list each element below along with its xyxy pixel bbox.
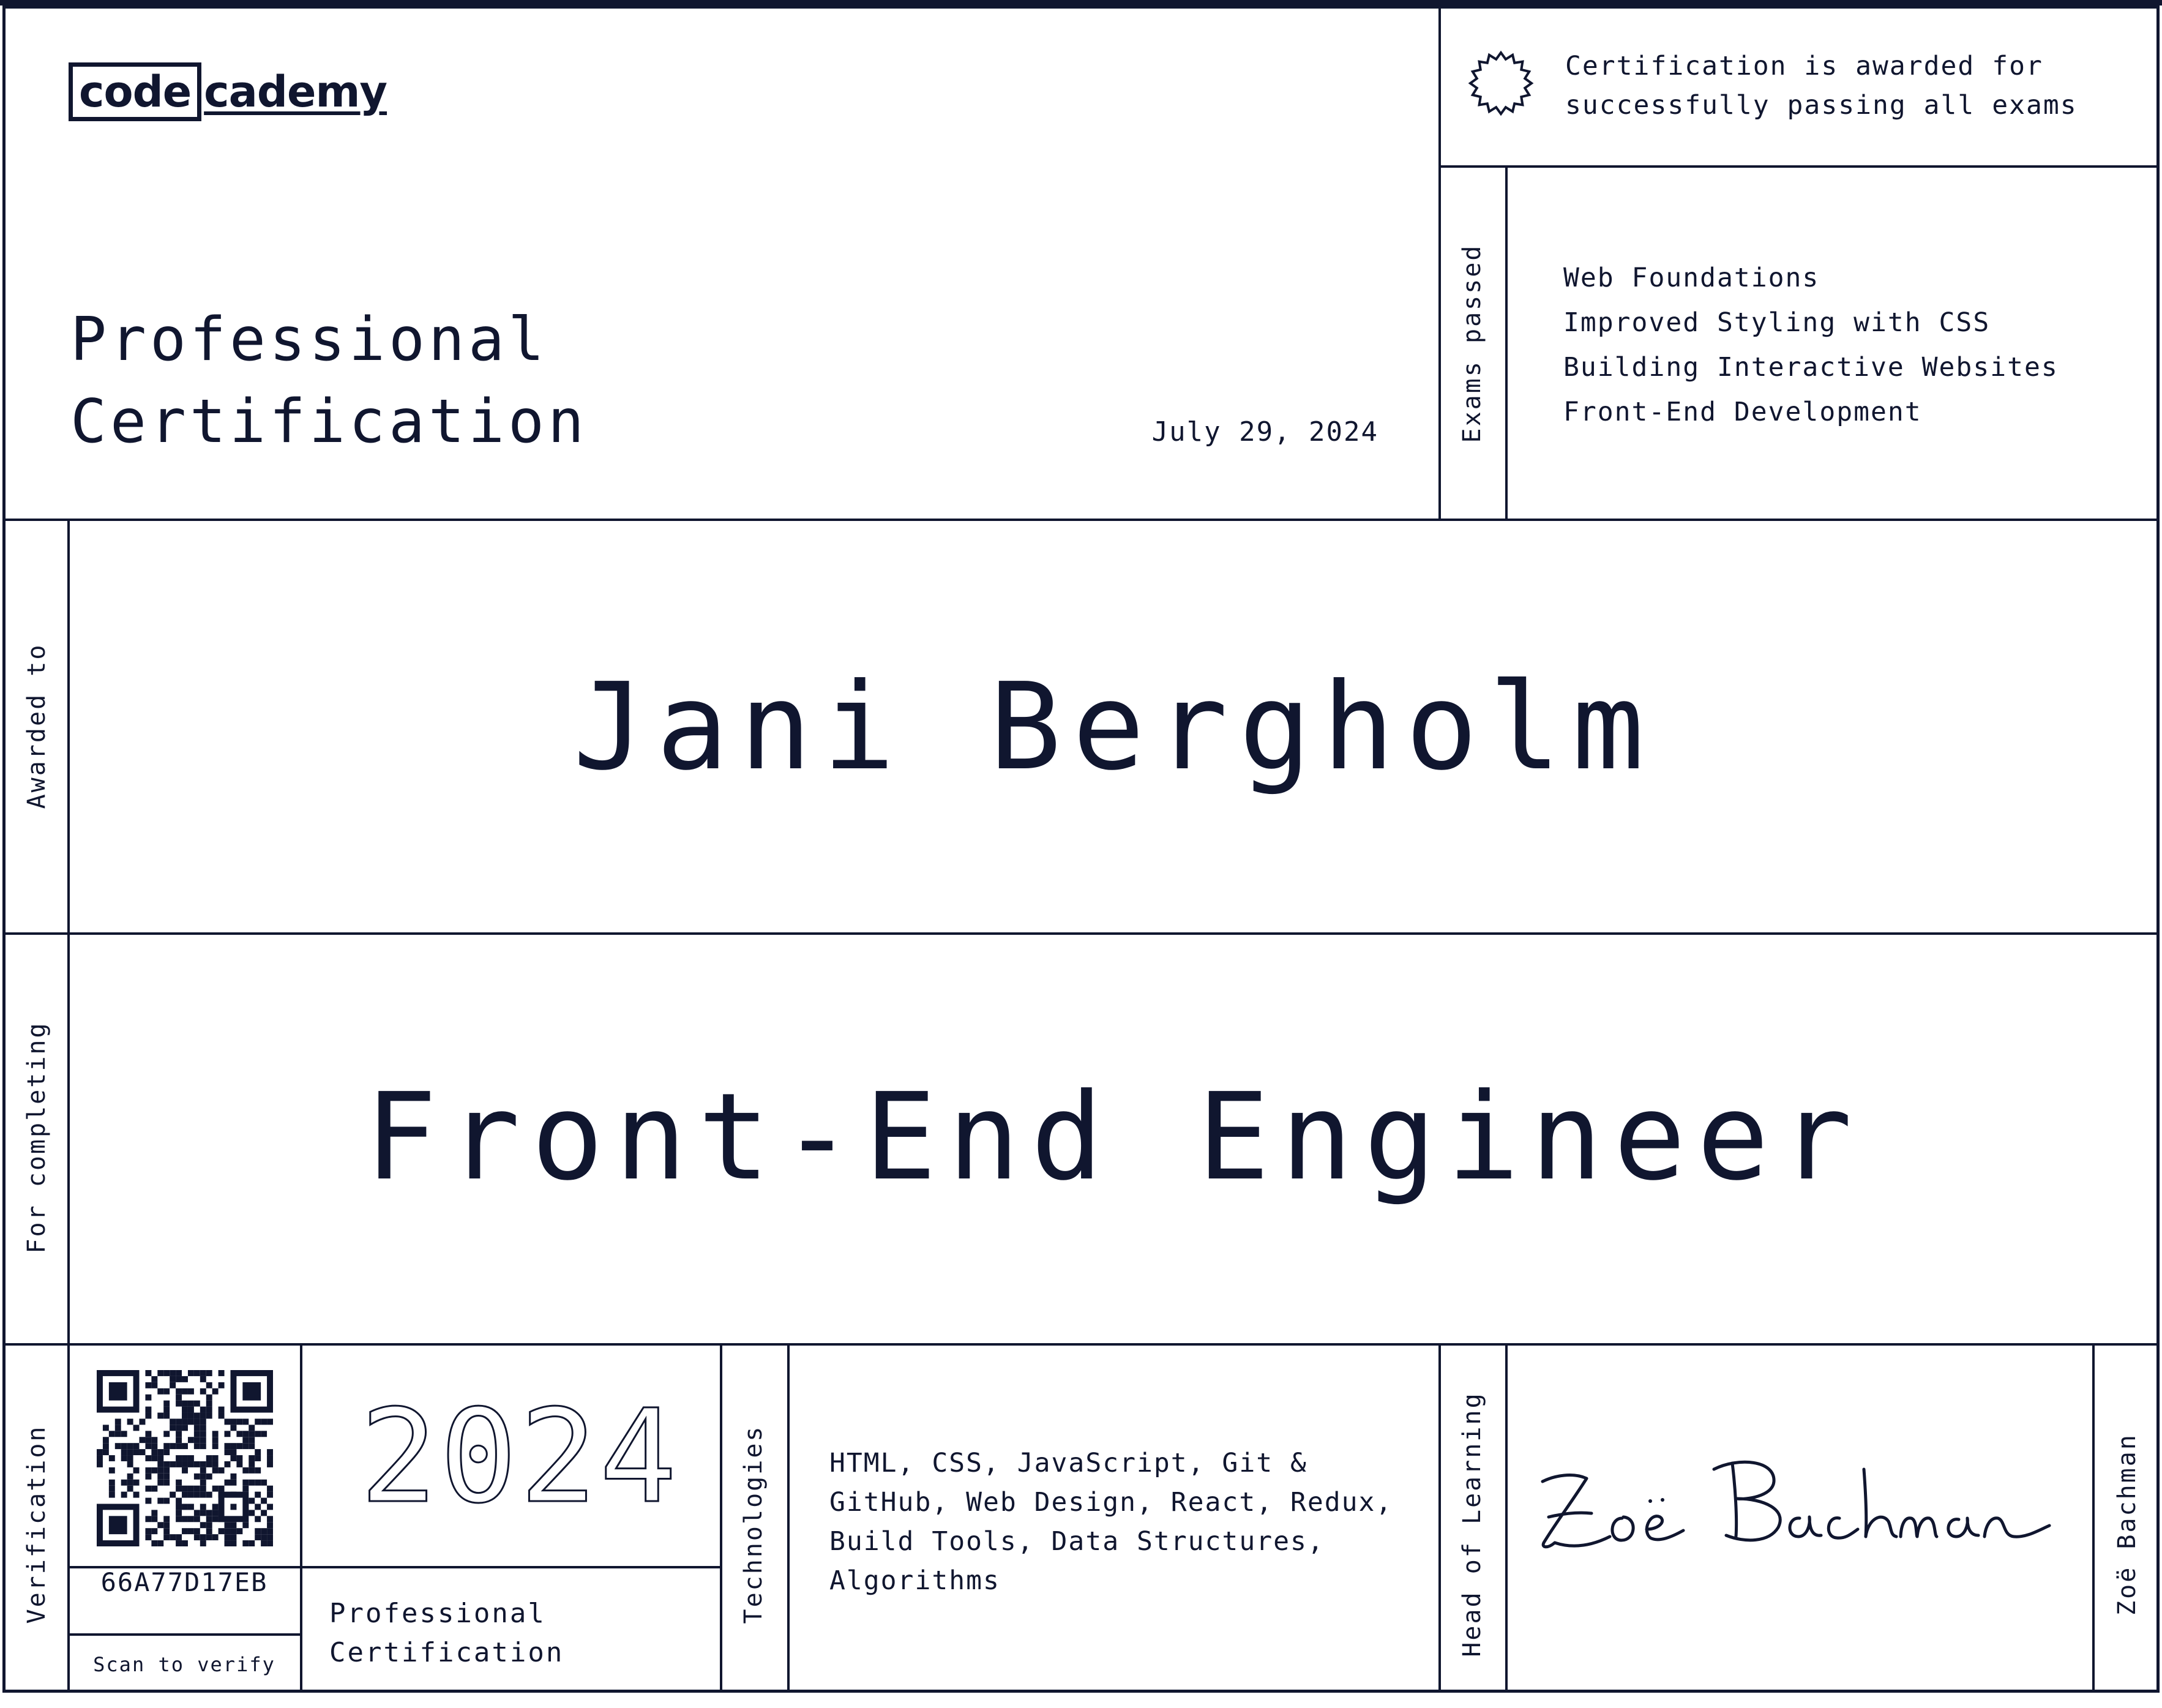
award-note: Certification is awarded for successfull…: [1565, 47, 2078, 125]
divider: [69, 1566, 301, 1568]
logo-box-text: code: [69, 62, 202, 121]
course-name: Front-End Engineer: [364, 1068, 1864, 1207]
starburst-seal-icon: [1468, 50, 1534, 116]
divider: [2, 519, 2160, 521]
codecademy-logo: code cademy: [69, 61, 387, 122]
head-of-learning-label: Head of Learning: [1458, 1391, 1486, 1657]
exam-item: Improved Styling with CSS: [1563, 307, 1991, 338]
divider: [1440, 165, 2160, 168]
divider: [1438, 1343, 1441, 1693]
divider: [2092, 1343, 2095, 1693]
year-caption-line-2: Certification: [329, 1637, 564, 1668]
divider: [67, 519, 70, 1693]
for-completing-label: For completing: [23, 1021, 51, 1254]
year-caption-line-1: Professional: [329, 1598, 546, 1629]
certificate-title: Professional Certification: [70, 299, 588, 463]
divider: [720, 1343, 722, 1693]
exam-item: Building Interactive Websites: [1563, 352, 2059, 383]
divider: [69, 1633, 301, 1636]
signatory-name: Zoë Bachman: [2113, 1433, 2141, 1616]
award-note-line-1: Certification is awarded for: [1565, 51, 2043, 81]
divider: [1505, 1343, 1508, 1693]
verification-code: 66A77D17EB: [100, 1567, 268, 1597]
divider: [300, 1566, 721, 1568]
recipient-name: Jani Bergholm: [572, 657, 1656, 797]
verification-label: Verification: [23, 1425, 51, 1624]
certificate-frame: [2, 6, 2160, 1693]
divider: [2, 932, 2160, 935]
awarded-to-label: Awarded to: [23, 643, 51, 809]
technologies-line: GitHub, Web Design, React, Redux,: [829, 1487, 1393, 1518]
exam-item: Web Foundations: [1563, 263, 1820, 293]
divider: [2, 1343, 2160, 1346]
technologies-line: HTML, CSS, JavaScript, Git &: [829, 1448, 1307, 1478]
divider: [1438, 6, 1441, 520]
divider: [1505, 167, 1508, 520]
title-line-1: Professional: [70, 305, 548, 375]
divider: [300, 1343, 302, 1693]
award-note-line-2: successfully passing all exams: [1565, 90, 2078, 121]
technologies-list: HTML, CSS, JavaScript, Git & GitHub, Web…: [829, 1444, 1417, 1600]
technologies-label: Technologies: [739, 1425, 768, 1624]
technologies-line: Build Tools, Data Structures,: [829, 1526, 1325, 1557]
qr-code-icon[interactable]: [97, 1370, 273, 1546]
title-line-2: Certification: [70, 387, 588, 457]
exam-item: Front-End Development: [1563, 397, 1922, 427]
exams-passed-label: Exams passed: [1458, 244, 1486, 443]
year-caption: Professional Certification: [329, 1594, 564, 1672]
signature: [1541, 1460, 2051, 1549]
technologies-line: Algorithms: [829, 1565, 1000, 1596]
divider: [787, 1343, 790, 1693]
issue-date: July 29, 2024: [1151, 416, 1378, 448]
scan-to-verify-text: Scan to verify: [93, 1653, 275, 1676]
top-border: [0, 0, 2162, 6]
exams-list: Web Foundations Improved Styling with CS…: [1563, 256, 2059, 435]
logo-rest-text: cademy: [204, 67, 387, 117]
certification-year: 2024: [359, 1382, 679, 1532]
